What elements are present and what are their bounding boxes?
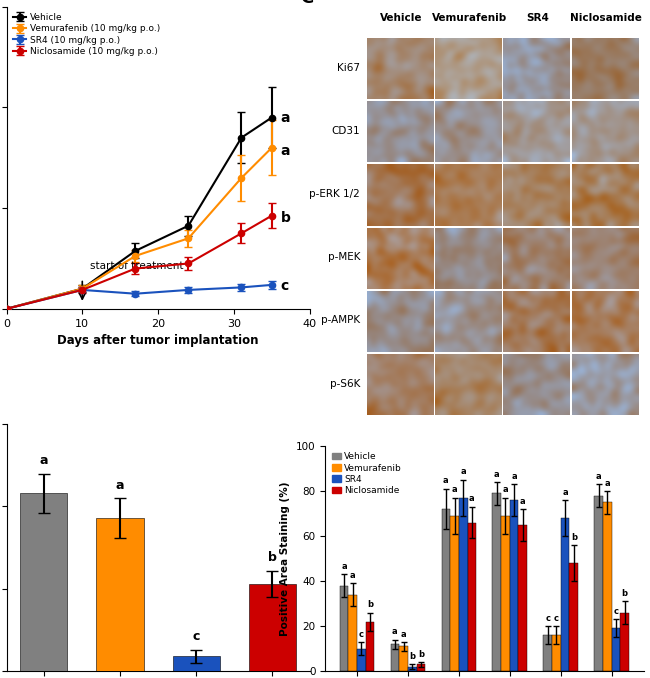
Bar	[172, 656, 220, 671]
Text: Vemurafenib: Vemurafenib	[432, 14, 507, 24]
Text: Vehicle: Vehicle	[380, 14, 422, 24]
Text: c: c	[192, 631, 200, 643]
Bar	[391, 644, 399, 671]
X-axis label: Days after tumor implantation: Days after tumor implantation	[57, 334, 259, 347]
Bar	[450, 516, 459, 671]
Bar	[543, 635, 552, 671]
Text: c: c	[281, 279, 289, 293]
Text: Niclosamide: Niclosamide	[570, 14, 642, 24]
Text: c: c	[545, 614, 551, 623]
Bar	[501, 516, 510, 671]
Bar	[620, 613, 629, 671]
Text: a: a	[562, 487, 568, 497]
Y-axis label: Positive Area Staining (%): Positive Area Staining (%)	[280, 481, 291, 636]
Text: a: a	[281, 144, 291, 159]
Bar	[357, 649, 366, 671]
Bar	[249, 584, 296, 671]
Text: a: a	[40, 454, 48, 467]
Bar	[467, 523, 476, 671]
Bar	[561, 518, 569, 671]
Text: Ki67: Ki67	[337, 62, 360, 73]
Text: a: a	[596, 472, 601, 481]
Text: b: b	[268, 551, 277, 564]
Text: p-S6K: p-S6K	[330, 378, 360, 388]
Text: CD31: CD31	[332, 125, 360, 136]
Bar	[366, 622, 374, 671]
Text: c: c	[554, 614, 559, 623]
Legend: Vehicle, Vemurafenib, SR4, Niclosamide: Vehicle, Vemurafenib, SR4, Niclosamide	[330, 450, 404, 497]
Bar	[459, 498, 467, 671]
Text: p-MEK: p-MEK	[328, 252, 360, 262]
Text: c: c	[614, 607, 619, 616]
Text: C: C	[300, 0, 313, 7]
Text: a: a	[401, 630, 406, 639]
Bar	[552, 635, 561, 671]
Bar	[441, 509, 450, 671]
Bar	[348, 595, 357, 671]
Bar	[594, 496, 603, 671]
Text: a: a	[502, 485, 508, 494]
Text: p-AMPK: p-AMPK	[321, 315, 360, 325]
Text: a: a	[494, 470, 500, 479]
Bar	[493, 494, 501, 671]
Text: start of treatment: start of treatment	[90, 261, 183, 271]
Text: b: b	[621, 589, 628, 598]
Text: a: a	[520, 497, 526, 506]
Text: a: a	[512, 472, 517, 481]
Text: a: a	[460, 467, 466, 477]
Bar	[399, 646, 408, 671]
Bar	[603, 502, 612, 671]
Text: a: a	[392, 627, 398, 637]
Bar	[417, 664, 425, 671]
Text: SR4: SR4	[526, 14, 549, 24]
Text: p-ERK 1/2: p-ERK 1/2	[309, 189, 360, 199]
Bar	[96, 518, 144, 671]
Text: a: a	[469, 494, 474, 503]
Bar	[340, 586, 348, 671]
Text: a: a	[443, 477, 448, 485]
Bar	[408, 666, 417, 671]
Text: a: a	[604, 479, 610, 487]
Text: a: a	[281, 111, 291, 125]
Text: b: b	[571, 533, 577, 542]
Bar	[20, 494, 68, 671]
Text: a: a	[116, 479, 124, 492]
Text: b: b	[281, 211, 291, 224]
Text: a: a	[452, 485, 458, 494]
Bar	[519, 525, 527, 671]
Legend: Vehicle, Vemurafenib (10 mg/kg p.o.), SR4 (10 mg/kg p.o.), Niclosamide (10 mg/kg: Vehicle, Vemurafenib (10 mg/kg p.o.), SR…	[11, 12, 162, 58]
Text: b: b	[410, 652, 415, 661]
Text: b: b	[367, 600, 373, 610]
Bar	[510, 500, 519, 671]
Text: c: c	[359, 630, 364, 639]
Text: a: a	[350, 571, 356, 580]
Text: b: b	[418, 650, 424, 659]
Text: a: a	[341, 562, 347, 571]
Bar	[569, 563, 578, 671]
Bar	[612, 629, 620, 671]
